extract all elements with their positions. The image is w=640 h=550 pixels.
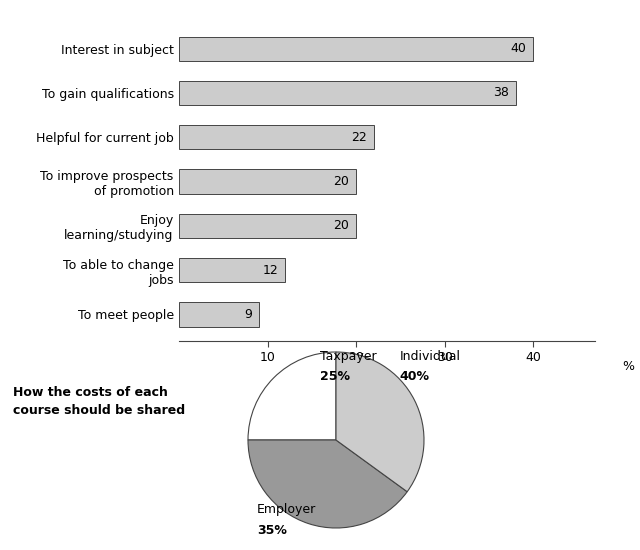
Text: Individual: Individual	[399, 350, 460, 362]
Text: 38: 38	[493, 86, 508, 100]
Text: 20: 20	[333, 219, 349, 232]
Bar	[179, 258, 285, 282]
Text: 40%: 40%	[399, 370, 429, 383]
Wedge shape	[248, 440, 407, 528]
Text: How the costs of each
course should be shared: How the costs of each course should be s…	[13, 386, 185, 417]
Wedge shape	[248, 352, 336, 440]
Text: 25%: 25%	[320, 370, 350, 383]
Bar	[179, 125, 374, 150]
Text: 22: 22	[351, 131, 367, 144]
Bar	[179, 169, 356, 194]
Bar	[179, 302, 259, 327]
Wedge shape	[336, 352, 424, 492]
Text: Employer: Employer	[257, 503, 316, 516]
Text: 20: 20	[333, 175, 349, 188]
Bar	[179, 81, 516, 105]
Text: 35%: 35%	[257, 524, 287, 537]
Text: 40: 40	[510, 42, 526, 55]
Text: 12: 12	[262, 263, 278, 277]
Text: 9: 9	[244, 308, 252, 321]
Bar	[179, 213, 356, 238]
Text: Taxpayer: Taxpayer	[320, 350, 377, 362]
Bar	[179, 36, 533, 61]
Text: %: %	[623, 360, 634, 373]
